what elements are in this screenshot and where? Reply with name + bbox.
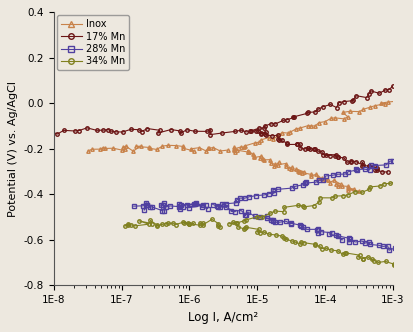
Y-axis label: Potential (V) vs. Ag/AgCl: Potential (V) vs. Ag/AgCl bbox=[8, 81, 18, 217]
X-axis label: Log I, A/cm²: Log I, A/cm² bbox=[188, 311, 259, 324]
Legend: Inox, 17% Mn, 28% Mn, 34% Mn: Inox, 17% Mn, 28% Mn, 34% Mn bbox=[57, 15, 129, 70]
